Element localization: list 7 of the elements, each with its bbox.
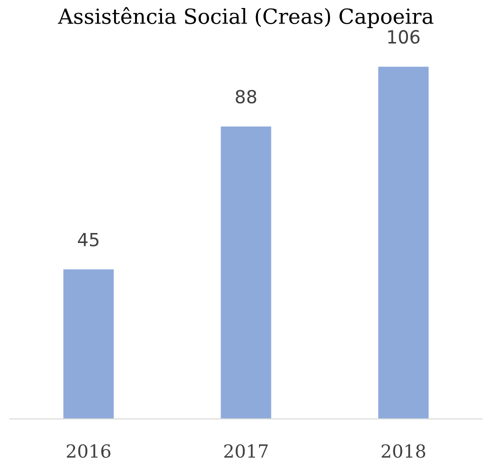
- x-tick-label: 2016: [66, 444, 110, 458]
- x-tick-label: 2017: [224, 444, 268, 458]
- data-label: 45: [78, 232, 98, 246]
- x-tick-label: 2018: [382, 444, 426, 458]
- data-label: 106: [388, 30, 420, 44]
- data-label: 88: [236, 90, 256, 104]
- chart-title: Assistência Social (Creas) Capoeira: [58, 7, 434, 28]
